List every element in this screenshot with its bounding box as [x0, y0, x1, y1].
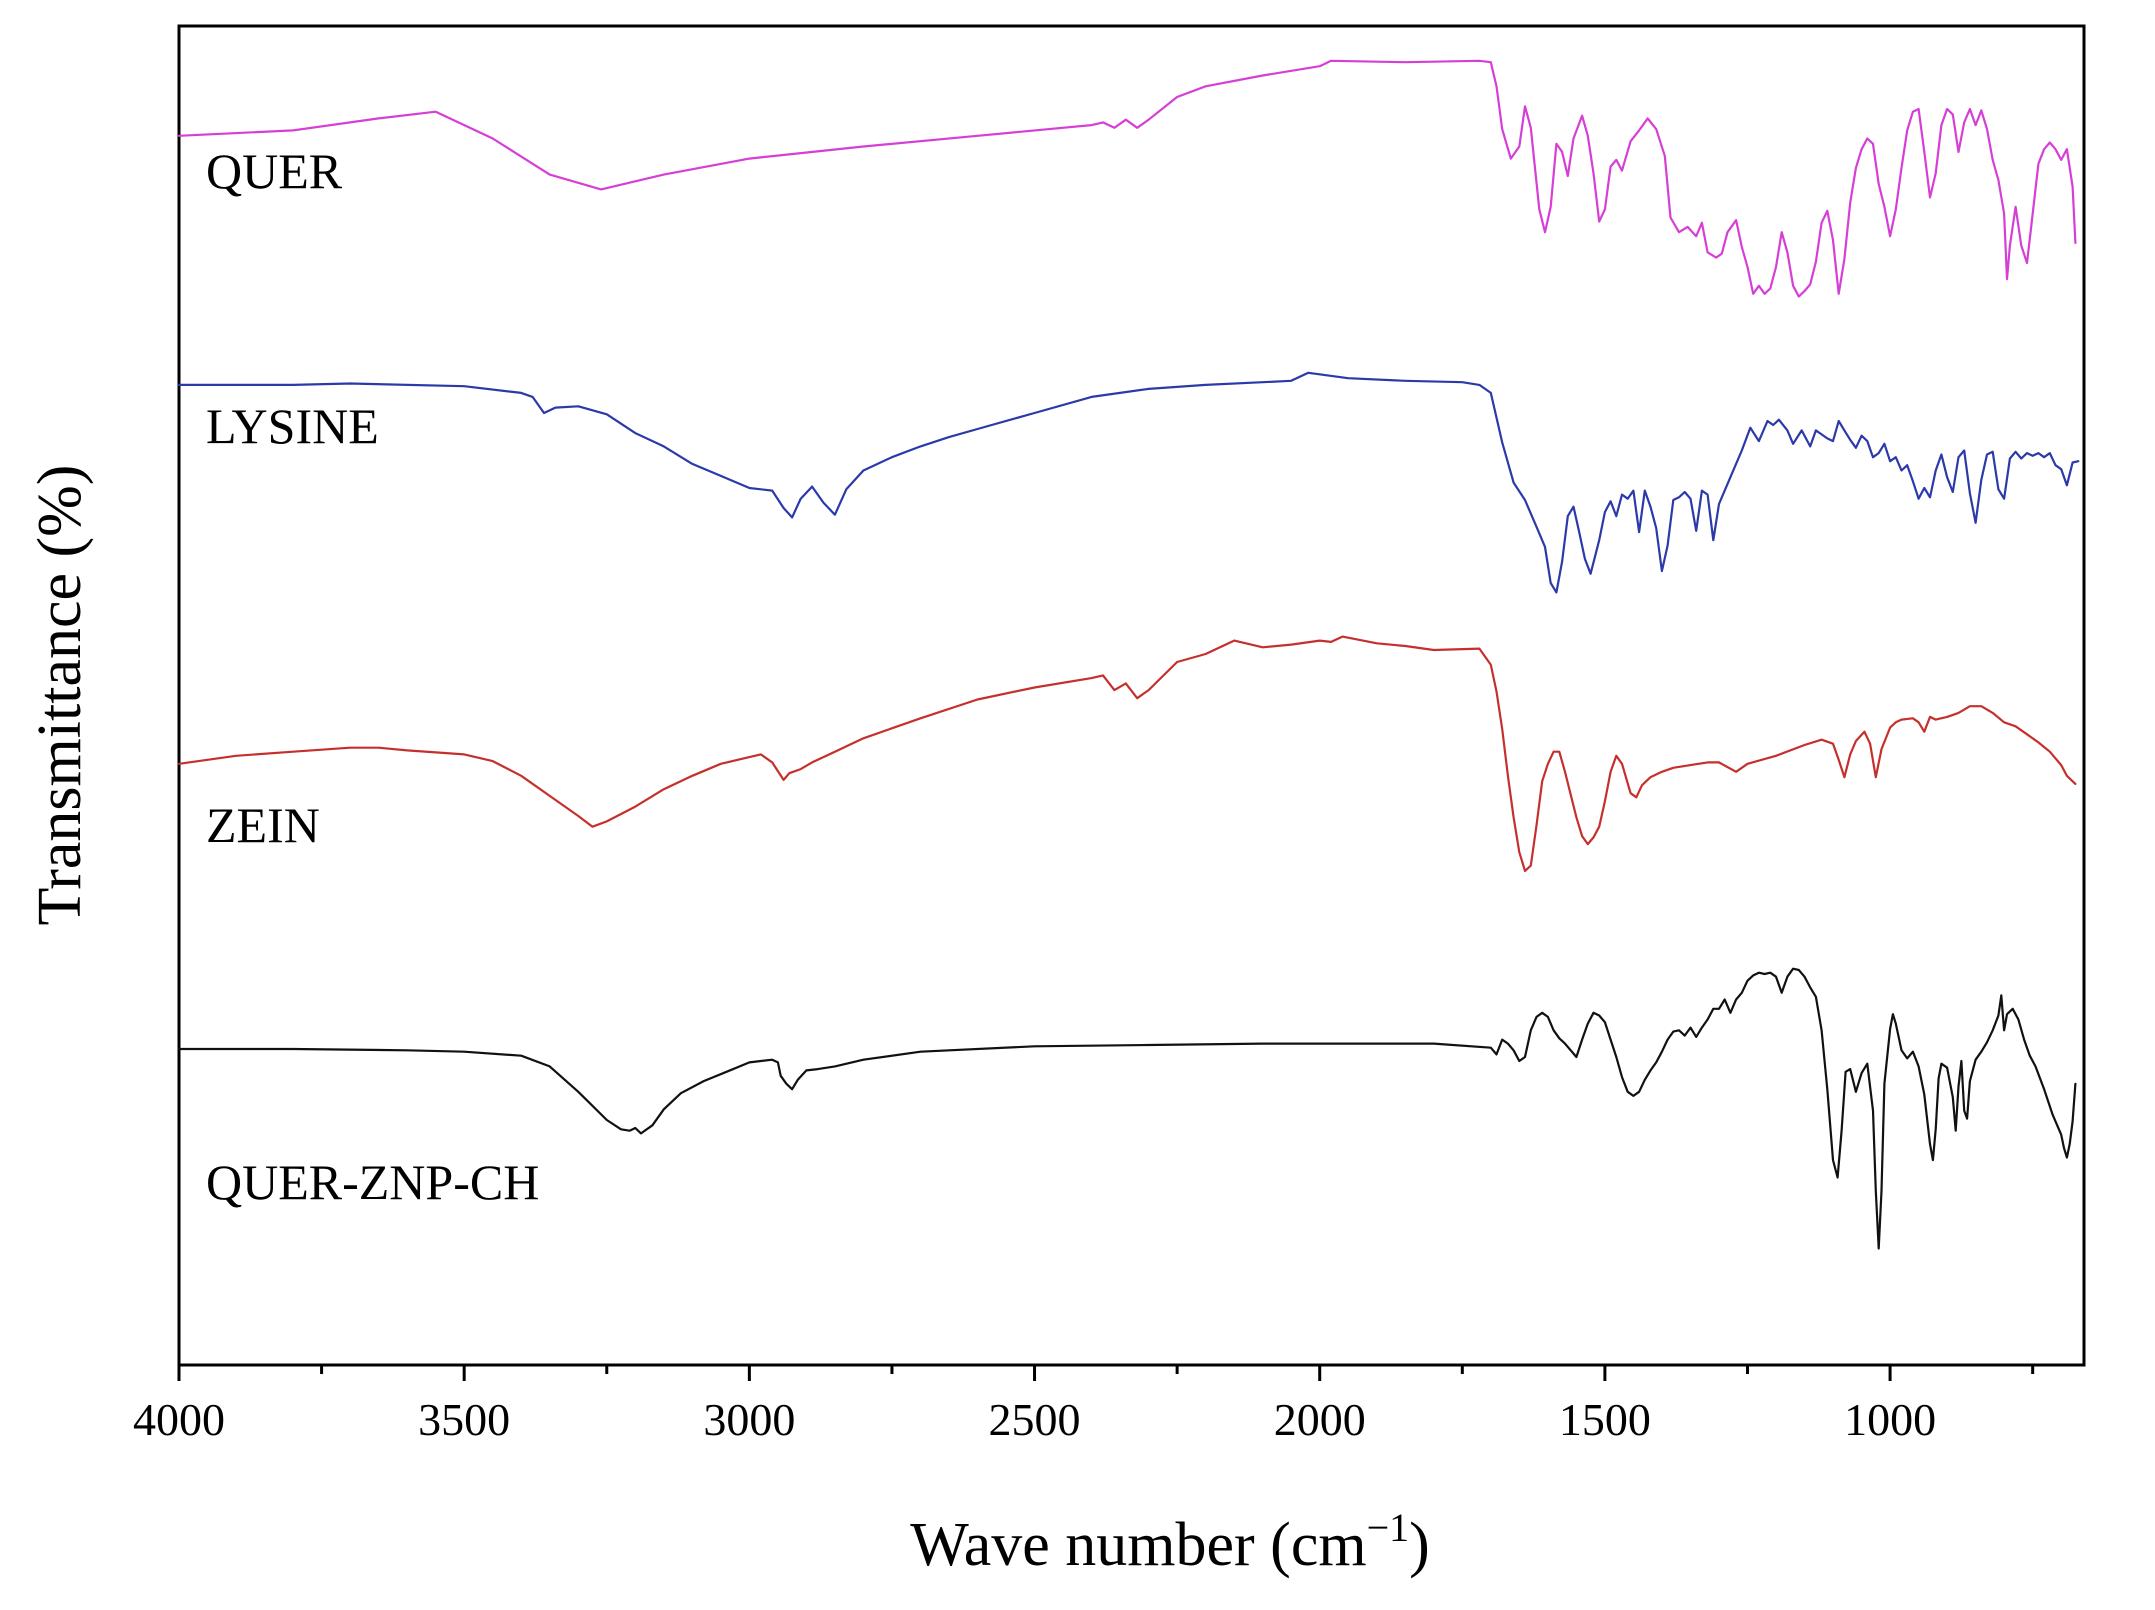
series-label-layer: QUER LYSINE ZEIN QUER-ZNP-CH: [206, 143, 539, 1210]
x-tick-label-4000: 4000: [133, 1394, 225, 1445]
series-line-quer-znp-ch: [177, 967, 2077, 1250]
series-label-quer-znp-ch: QUER-ZNP-CH: [206, 1154, 539, 1210]
series-label-zein: ZEIN: [206, 797, 320, 853]
x-axis-title: Wave number (cm−1): [910, 1505, 1430, 1579]
plot-frame: [177, 24, 2086, 1367]
x-tick-label-1000: 1000: [1844, 1394, 1936, 1445]
series-line-lysine: [177, 371, 2080, 594]
series-line-quer: [177, 59, 2077, 298]
x-tick-label-3000: 3000: [703, 1394, 795, 1445]
x-tick-label-2000: 2000: [1274, 1394, 1366, 1445]
x-tick-label-1500: 1500: [1559, 1394, 1651, 1445]
x-axis-title-superscript: −1: [1367, 1505, 1410, 1550]
series-layer: [177, 59, 2080, 1250]
x-axis-ticks: 4000 3500 3000 2500 2000 1500 1000: [133, 1365, 2035, 1445]
series-line-zein: [177, 635, 2077, 872]
y-axis-title: Transmittance (%): [26, 465, 94, 926]
x-tick-label-2500: 2500: [989, 1394, 1081, 1445]
series-label-lysine: LYSINE: [206, 398, 379, 454]
series-label-quer: QUER: [206, 143, 343, 199]
x-tick-label-3500: 3500: [418, 1394, 510, 1445]
